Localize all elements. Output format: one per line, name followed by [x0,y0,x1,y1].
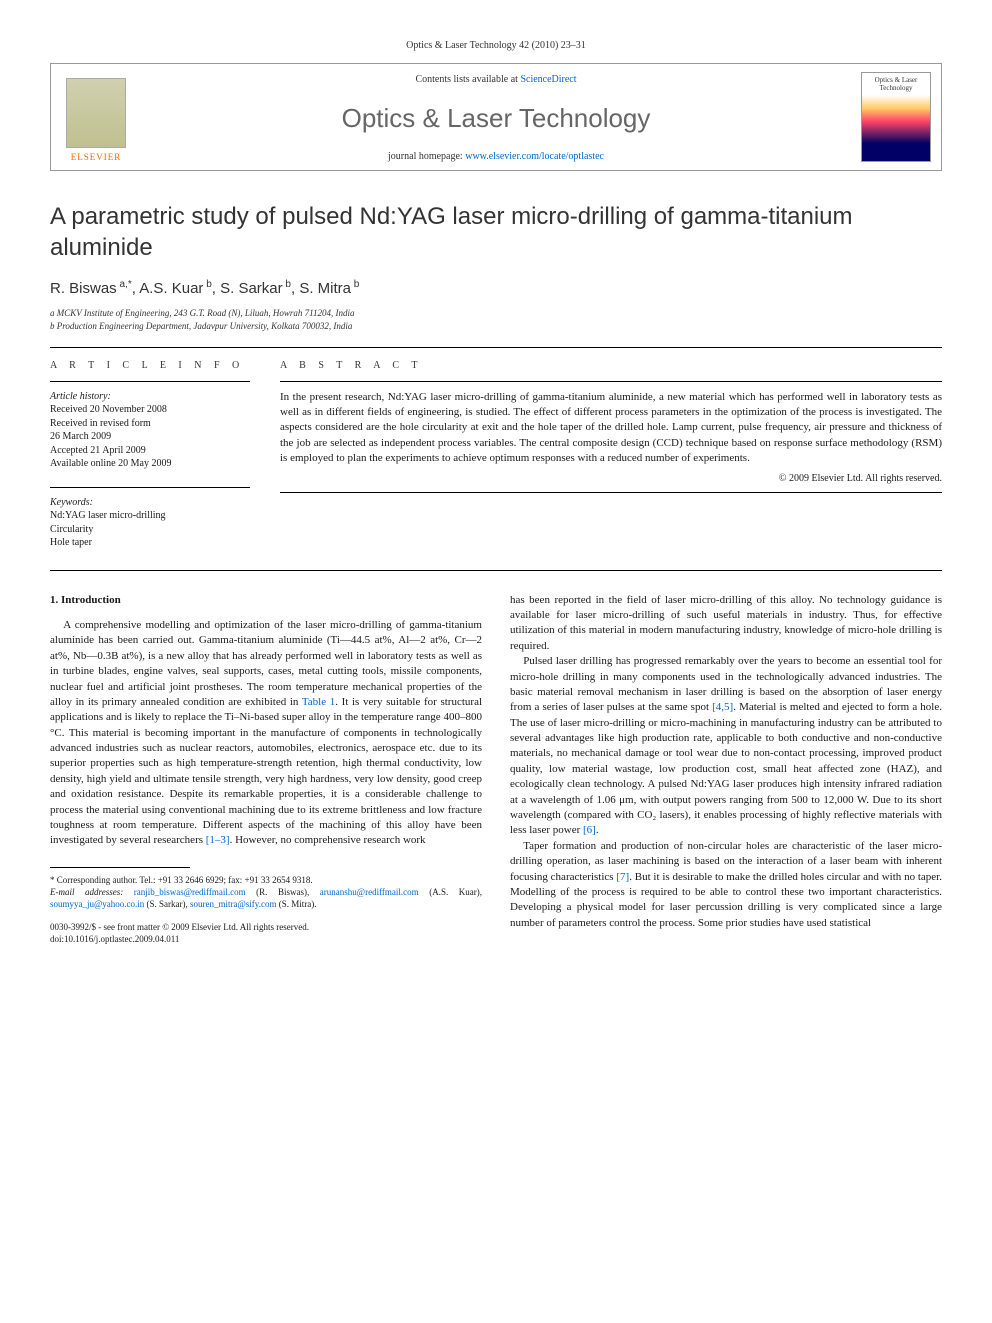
keywords-block: Keywords: Nd:YAG laser micro-drilling Ci… [50,496,250,550]
journal-cover-box: Optics & Laser Technology [851,64,941,170]
table-1-link[interactable]: Table 1 [302,696,335,708]
abstract-col: A B S T R A C T In the present research,… [280,360,942,550]
history-accepted: Accepted 21 April 2009 [50,444,250,458]
ref-4-5-link[interactable]: [4,5] [712,701,733,713]
keyword-2: Hole taper [50,536,250,550]
email-0[interactable]: ranjib_biswas@rediffmail.com [134,887,246,897]
intro-para-1: A comprehensive modelling and optimizati… [50,618,482,849]
author-0: R. Biswas a,* [50,280,132,297]
divider [280,381,942,382]
email-addresses: E-mail addresses: ranjib_biswas@rediffma… [50,886,482,910]
divider [50,570,942,571]
email-1[interactable]: arunanshu@rediffmail.com [320,887,419,897]
front-matter-line1: 0030-3992/$ - see front matter © 2009 El… [50,922,482,934]
history-revised-line1: Received in revised form [50,417,250,431]
affiliations: a MCKV Institute of Engineering, 243 G.T… [50,307,942,332]
abstract-heading: A B S T R A C T [280,360,942,371]
front-matter: 0030-3992/$ - see front matter © 2009 El… [50,922,482,945]
author-3: S. Mitra b [299,280,359,297]
journal-header-box: ELSEVIER Contents lists available at Sci… [50,63,942,171]
elsevier-tree-icon [66,78,126,148]
email-label: E-mail addresses: [50,887,134,897]
intro-heading: 1. Introduction [50,593,482,608]
divider [50,487,250,488]
divider [280,492,942,493]
footnotes: * Corresponding author. Tel.: +91 33 264… [50,874,482,910]
corresponding-author-note: * Corresponding author. Tel.: +91 33 264… [50,874,482,886]
journal-name: Optics & Laser Technology [141,103,851,134]
col2-para-3: Taper formation and production of non-ci… [510,839,942,931]
meta-abstract-row: A R T I C L E I N F O Article history: R… [50,360,942,550]
author-2: S. Sarkar b [220,280,291,297]
col2-para-1: has been reported in the field of laser … [510,593,942,655]
cover-thumb-title: Optics & Laser Technology [862,73,930,92]
doi-line: doi:10.1016/j.optlastec.2009.04.011 [50,934,482,946]
history-label: Article history: [50,390,250,404]
divider [50,381,250,382]
history-online: Available online 20 May 2009 [50,457,250,471]
history-revised-line2: 26 March 2009 [50,430,250,444]
keywords-label: Keywords: [50,496,250,510]
col2-para-2: Pulsed laser drilling has progressed rem… [510,654,942,839]
publisher-logo-box: ELSEVIER [51,64,141,170]
email-2[interactable]: soumyya_ju@yahoo.co.in [50,899,144,909]
authors-line: R. Biswas a,*, A.S. Kuar b, S. Sarkar b,… [50,279,942,297]
homepage-prefix: journal homepage: [388,151,465,162]
keyword-0: Nd:YAG laser micro-drilling [50,509,250,523]
affiliation-a: a MCKV Institute of Engineering, 243 G.T… [50,307,942,320]
journal-homepage-link[interactable]: www.elsevier.com/locate/optlastec [465,151,604,162]
contents-available-line: Contents lists available at ScienceDirec… [141,74,851,85]
abstract-text: In the present research, Nd:YAG laser mi… [280,390,942,467]
email-3[interactable]: souren_mitra@sify.com [190,899,276,909]
history-received: Received 20 November 2008 [50,403,250,417]
affiliation-b: b Production Engineering Department, Jad… [50,320,942,333]
body-col-left: 1. Introduction A comprehensive modellin… [50,593,482,946]
ref-6-link[interactable]: [6] [583,824,596,836]
journal-header-center: Contents lists available at ScienceDirec… [141,64,851,170]
abstract-copyright: © 2009 Elsevier Ltd. All rights reserved… [280,473,942,484]
publisher-name: ELSEVIER [71,152,122,162]
ref-7-link[interactable]: [7] [616,871,629,883]
journal-homepage-line: journal homepage: www.elsevier.com/locat… [141,151,851,162]
body-columns: 1. Introduction A comprehensive modellin… [50,593,942,946]
article-title: A parametric study of pulsed Nd:YAG lase… [50,201,942,263]
sciencedirect-link[interactable]: ScienceDirect [520,74,576,85]
running-head: Optics & Laser Technology 42 (2010) 23–3… [50,40,942,51]
article-info-col: A R T I C L E I N F O Article history: R… [50,360,250,550]
divider [50,347,942,348]
author-1: A.S. Kuar b [139,280,212,297]
journal-cover-thumb: Optics & Laser Technology [861,72,931,162]
footnote-separator [50,867,190,868]
body-col-right: has been reported in the field of laser … [510,593,942,946]
article-info-heading: A R T I C L E I N F O [50,360,250,371]
keyword-1: Circularity [50,523,250,537]
ref-1-3-link[interactable]: [1–3] [206,834,230,846]
article-history: Article history: Received 20 November 20… [50,390,250,471]
contents-prefix: Contents lists available at [415,74,520,85]
